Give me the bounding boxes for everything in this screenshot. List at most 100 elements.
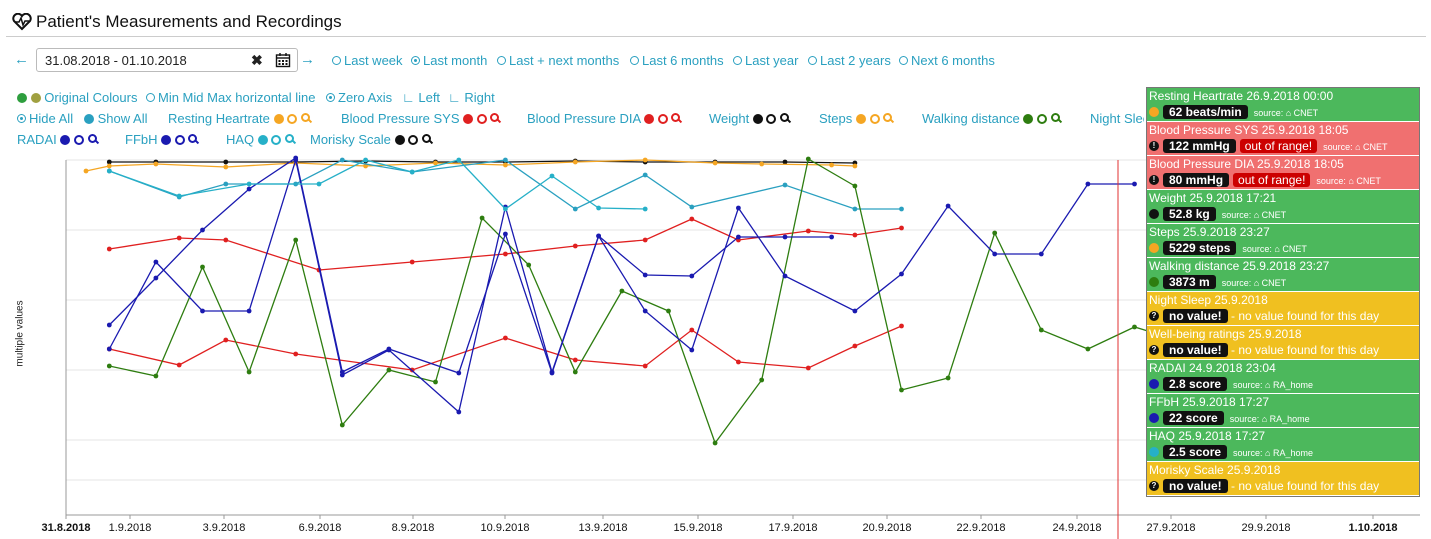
data-point <box>1038 251 1044 257</box>
zero-axis-toggle[interactable]: Zero Axis <box>326 90 392 105</box>
radio-icon <box>146 93 155 103</box>
data-point <box>899 323 904 329</box>
date-range-input[interactable] <box>43 52 247 69</box>
axis-right-toggle[interactable]: ∟ Right <box>448 90 495 105</box>
data-point <box>572 159 578 165</box>
preset-next-6-months[interactable]: Next 6 months <box>899 53 995 68</box>
tooltip-row-value: ! 122 mmHg out of range! source: ⌂ CNET <box>1149 139 1388 153</box>
legend-resting-heartrate[interactable]: Resting Heartrate <box>168 111 310 126</box>
tooltip-row-value: ? no value! - no value found for this day <box>1149 479 1379 493</box>
page-title: Patient's Measurements and Recordings <box>36 12 342 31</box>
data-point <box>246 308 252 314</box>
series-line <box>108 157 1135 414</box>
tooltip-row: RADAI 24.9.2018 23:04 2.8 score source: ⌂ … <box>1147 360 1419 394</box>
legend-night-sleep[interactable]: Night Sleep <box>1090 111 1144 126</box>
data-point <box>503 157 508 163</box>
data-point <box>852 343 858 349</box>
x-tick-label: 17.9.2018 <box>769 522 818 534</box>
data-point <box>153 275 159 281</box>
data-point <box>572 357 578 363</box>
value-pill: 5229 steps <box>1163 241 1237 255</box>
legend-bp-dia[interactable]: Blood Pressure DIA <box>527 111 681 126</box>
legend-weight[interactable]: Weight <box>709 111 790 126</box>
clear-icon[interactable]: ✖ <box>251 52 263 68</box>
x-tick-label: 8.9.2018 <box>392 522 435 534</box>
data-point <box>503 162 508 168</box>
show-all-button[interactable]: Show All <box>84 111 148 126</box>
x-tick-label: 31.8.2018 <box>42 522 91 534</box>
data-point <box>899 387 904 393</box>
next-range-arrow-icon[interactable]: → <box>300 51 315 68</box>
tooltip-row: Weight 25.9.2018 17:21 52.8 kg source: ⌂ C… <box>1147 190 1419 224</box>
axis-left-toggle[interactable]: ∟ Left <box>402 90 441 105</box>
preset-last-2-years[interactable]: Last 2 years <box>808 53 891 68</box>
data-point <box>1085 346 1091 352</box>
data-point <box>106 346 112 352</box>
value-pill: no value! <box>1163 343 1228 357</box>
tooltip-row: Night Sleep 25.9.2018? no value! - no val… <box>1147 292 1419 326</box>
preset-last-month[interactable]: Last month <box>411 53 487 68</box>
value-pill: no value! <box>1163 479 1228 493</box>
no-value-note: - no value found for this day <box>1227 343 1380 357</box>
minmidmax-toggle[interactable]: Min Mid Max horizontal line <box>146 90 316 105</box>
x-tick-label: 10.9.2018 <box>481 522 530 534</box>
data-point <box>1085 181 1091 187</box>
data-point <box>246 181 252 187</box>
data-point <box>106 159 112 165</box>
preset-last-next-months[interactable]: Last + next months <box>497 53 619 68</box>
value-pill: 3873 m <box>1163 275 1216 289</box>
filled-dot-icon <box>84 113 94 124</box>
data-point <box>176 362 182 368</box>
line-chart-icon: ∟ <box>448 90 461 105</box>
data-point <box>200 308 205 314</box>
legend-walking-distance[interactable]: Walking distance <box>922 111 1060 126</box>
data-point <box>596 205 601 211</box>
data-point <box>689 204 695 210</box>
data-point <box>83 168 89 174</box>
preset-last-6-months[interactable]: Last 6 months <box>630 53 724 68</box>
data-point <box>433 160 438 166</box>
data-point <box>153 161 159 167</box>
preset-last-week[interactable]: Last week <box>332 53 403 68</box>
data-point <box>899 206 904 212</box>
legend-bp-sys[interactable]: Blood Pressure SYS <box>341 111 500 126</box>
question-icon: ? <box>1149 344 1159 355</box>
zoom-icon <box>188 134 198 144</box>
preset-last-year[interactable]: Last year <box>733 53 798 68</box>
x-tick-label: 24.9.2018 <box>1053 522 1102 534</box>
legend-morisky[interactable]: Morisky Scale <box>310 132 431 147</box>
source-label: source: ⌂ CNET <box>1316 176 1381 186</box>
legend-radai[interactable]: RADAI <box>17 132 97 147</box>
data-point <box>852 308 858 314</box>
hover-tooltip: Resting Heartrate 26.9.2018 00:00 62 beat… <box>1146 87 1420 497</box>
original-colours-toggle[interactable]: Original Colours <box>17 90 137 105</box>
date-range-field[interactable]: ✖ <box>36 48 298 72</box>
radio-icon <box>630 56 639 66</box>
data-point <box>642 237 648 243</box>
warning-icon: ! <box>1149 140 1159 151</box>
zoom-icon <box>780 113 790 123</box>
data-point <box>899 271 904 277</box>
tooltip-row: Resting Heartrate 26.9.2018 00:00 62 beat… <box>1147 88 1419 122</box>
data-point <box>1132 324 1137 330</box>
filled-dot-icon <box>60 134 71 145</box>
tooltip-row-value: 5229 steps source: ⌂ CNET <box>1149 241 1307 255</box>
prev-range-arrow-icon[interactable]: ← <box>14 51 29 68</box>
tooltip-row: Walking distance 25.9.2018 23:27 3873 m so… <box>1147 258 1419 292</box>
data-point <box>759 377 765 383</box>
calendar-icon[interactable] <box>275 52 291 68</box>
legend-ffbh[interactable]: FFbH <box>125 132 198 147</box>
data-point <box>689 216 695 222</box>
data-point <box>852 183 858 189</box>
x-tick-label: 1.10.2018 <box>1349 522 1398 534</box>
legend-steps[interactable]: Steps <box>819 111 893 126</box>
radio-icon <box>332 56 341 66</box>
out-of-range-badge: out of range! <box>1239 139 1318 153</box>
legend-haq[interactable]: HAQ <box>226 132 295 147</box>
data-point <box>503 335 508 341</box>
hide-all-button[interactable]: Hide All <box>17 111 73 126</box>
tooltip-row-value: 22 score source: ⌂ RA_home <box>1149 411 1310 425</box>
data-point <box>409 169 415 175</box>
tooltip-row: Well-being ratings 25.9.2018? no value! -… <box>1147 326 1419 360</box>
zoom-icon <box>300 113 310 123</box>
